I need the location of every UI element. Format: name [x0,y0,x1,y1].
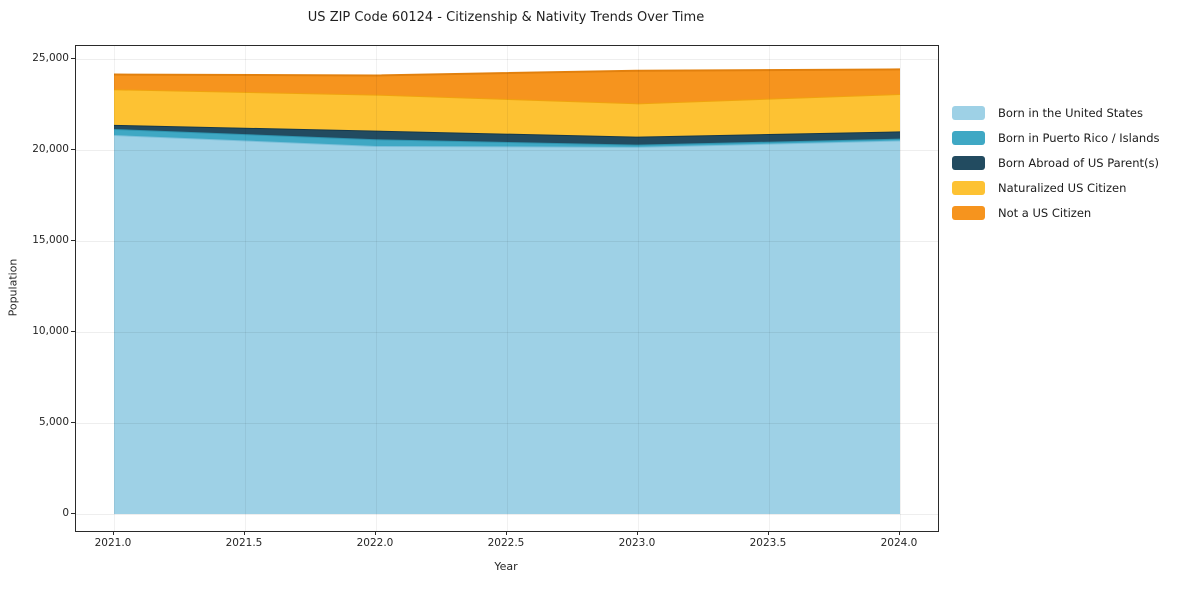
legend-item: Born Abroad of US Parent(s) [952,156,1160,170]
x-tickmark [899,531,900,535]
x-tick-label: 2021.5 [225,537,263,549]
y-tickmark [71,239,75,241]
v-gridline [376,46,377,531]
y-tick-label: 10,000 [32,324,69,337]
x-tick-label: 2024.0 [880,537,918,549]
legend-swatch [952,106,985,120]
area-series [114,69,900,104]
x-tick-label: 2022.5 [487,537,525,549]
legend-swatch [952,131,985,145]
legend-item: Born in Puerto Rico / Islands [952,131,1160,145]
legend-swatch [952,181,985,195]
area-series-edge [113,68,901,77]
v-gridline [900,46,901,531]
legend-label: Born in the United States [998,106,1143,120]
y-tick-label: 25,000 [32,51,69,64]
y-tickmark [71,330,75,332]
legend-item: Not a US Citizen [952,206,1160,220]
x-tick-label: 2023.0 [618,537,656,549]
x-tick-label: 2023.5 [749,537,787,549]
plot-area [75,45,939,532]
y-tick-label: 20,000 [32,142,69,155]
y-tickmark [71,421,75,423]
y-tick-label: 0 [62,507,69,519]
h-gridline [76,422,938,424]
x-tickmark [375,531,376,535]
x-tickmark [244,531,245,535]
x-tick-label: 2021.0 [94,537,132,549]
h-gridline [76,58,938,60]
x-tickmark [637,531,638,535]
y-tick-label: 5,000 [38,415,69,428]
legend-label: Born in Puerto Rico / Islands [998,131,1160,145]
legend-label: Naturalized US Citizen [998,181,1127,195]
y-tick-label: 15,000 [32,233,69,246]
h-gridline [76,331,938,333]
v-gridline [507,46,508,531]
legend-item: Naturalized US Citizen [952,181,1160,195]
x-tickmark [113,531,114,535]
v-gridline [114,46,115,531]
v-gridline [638,46,639,531]
y-axis-title: Population [6,258,20,317]
y-tickmark [71,513,75,514]
legend-item: Born in the United States [952,106,1160,120]
legend-label: Not a US Citizen [998,206,1092,220]
v-gridline [245,46,246,531]
y-tickmark [71,148,75,150]
legend-swatch [952,206,985,220]
legend-label: Born Abroad of US Parent(s) [998,156,1159,170]
h-gridline [76,240,938,242]
h-gridline [76,514,938,515]
x-axis-title: Year [494,560,518,573]
area-series [114,129,900,147]
legend-swatch [952,156,985,170]
x-tickmark [506,531,507,535]
chart-title: US ZIP Code 60124 - Citizenship & Nativi… [307,10,705,25]
x-tick-label: 2022.0 [356,537,394,549]
y-tickmark [71,57,75,59]
area-series [114,135,900,515]
h-gridline [76,149,938,151]
x-tickmark [768,531,769,535]
legend: Born in the United States Born in Puerto … [952,106,1160,231]
v-gridline [769,46,770,531]
stacked-area-canvas [113,68,901,515]
